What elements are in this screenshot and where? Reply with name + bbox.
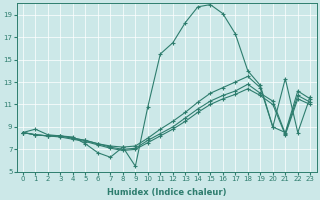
X-axis label: Humidex (Indice chaleur): Humidex (Indice chaleur) — [107, 188, 226, 197]
